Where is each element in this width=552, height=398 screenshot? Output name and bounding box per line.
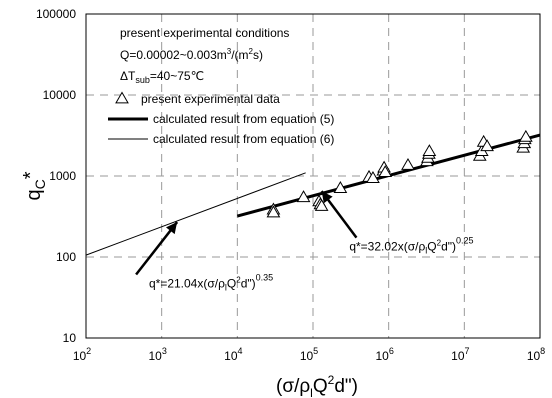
legend-marker-triangle bbox=[115, 91, 129, 104]
data-point bbox=[480, 139, 494, 152]
conditions-title: present experimental conditions bbox=[120, 26, 289, 40]
y-tick-labels: 10 100 1000 10000 100000 bbox=[36, 7, 76, 345]
data-point bbox=[296, 190, 311, 203]
x-tick-label: 105 bbox=[300, 346, 318, 363]
data-points bbox=[266, 129, 533, 218]
y-tick-label: 10 bbox=[63, 331, 77, 345]
x-axis-label: (σ/ρlQ2d") bbox=[276, 373, 358, 398]
data-point bbox=[266, 205, 281, 218]
data-point bbox=[422, 144, 437, 157]
data-point bbox=[366, 171, 380, 183]
y-axis-label: qC* bbox=[20, 171, 48, 200]
data-point bbox=[314, 199, 329, 211]
equation-arrow-eq5-head bbox=[321, 191, 333, 204]
legend: present experimental conditions Q=0.00002… bbox=[108, 26, 334, 146]
equation-label-eq6: q*=21.04x(σ/ρlQ2d")0.35 bbox=[149, 273, 273, 293]
plot-frame bbox=[85, 13, 541, 339]
data-point bbox=[378, 165, 393, 178]
x-tick-label: 106 bbox=[375, 346, 393, 363]
fit-line-equation-6 bbox=[85, 172, 306, 256]
x-tick-labels: 102 103 104 105 106 107 108 bbox=[73, 346, 545, 363]
y-tick-label: 1000 bbox=[49, 169, 76, 183]
y-tick-label: 100 bbox=[56, 250, 76, 264]
x-tick-label: 104 bbox=[224, 346, 242, 363]
y-tick-label: 100000 bbox=[36, 7, 76, 21]
legend-label: calculated result from equation (6) bbox=[153, 132, 334, 146]
y-tick-label: 10000 bbox=[43, 88, 77, 102]
data-point bbox=[518, 129, 533, 142]
equation-arrow-eq6 bbox=[135, 221, 179, 276]
legend-label: present experimental data bbox=[141, 92, 280, 106]
x-tick-label: 102 bbox=[73, 346, 91, 363]
axis-labels: qC* (σ/ρlQ2d") bbox=[20, 171, 358, 398]
conditions-flow-range: Q=0.00002~0.003m3/(m2s) bbox=[120, 47, 263, 62]
equation-arrow-eq6-head bbox=[166, 222, 178, 235]
x-tick-label: 103 bbox=[148, 346, 166, 363]
x-tick-label: 107 bbox=[451, 346, 469, 363]
data-point bbox=[401, 157, 415, 170]
axes bbox=[85, 13, 541, 339]
conditions-subcooling: ΔTsub=40~75℃ bbox=[120, 69, 204, 85]
legend-label: calculated result from equation (5) bbox=[153, 112, 334, 126]
data-point bbox=[333, 181, 348, 193]
equation-label-eq5: q*=32.02x(σ/ρlQ2d")0.25 bbox=[349, 236, 473, 256]
x-tick-label: 108 bbox=[527, 346, 545, 363]
equation-annotations: q*=32.02x(σ/ρlQ2d")0.25 q*=21.04x(σ/ρlQ2d… bbox=[135, 190, 474, 293]
